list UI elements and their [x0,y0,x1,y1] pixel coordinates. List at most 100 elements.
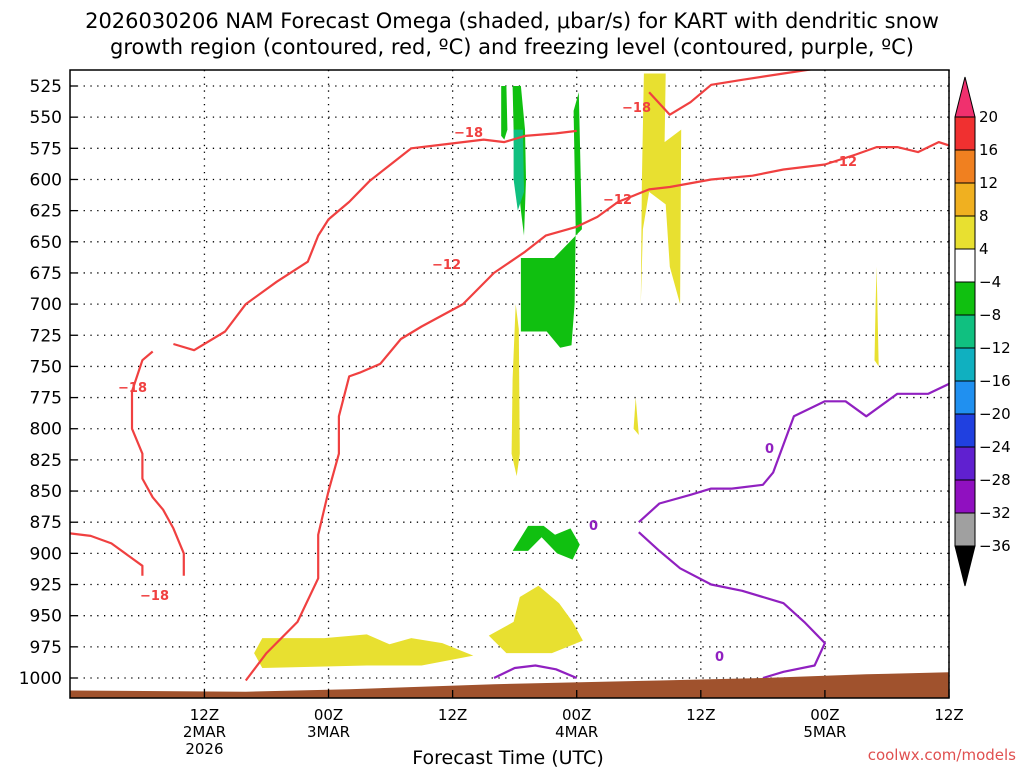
shaded-region-4 [512,525,580,560]
contour-label-minus18-d: −18 [622,101,651,116]
time-tick-label-3-1: 4MAR [555,723,598,741]
time-tick-label-5-0: 00Z [810,706,839,724]
gridlines [70,70,950,698]
time-tick-label-2-0: 12Z [438,706,467,724]
contour-line-1 [130,350,185,576]
shaded-region-2 [513,129,524,211]
time-tick-label-6-0: 12Z [934,706,963,724]
contour-label-zero-c: 0 [715,650,724,665]
colorbar-segment-1 [954,116,976,151]
contour-labels: −18 −18 −18 −18 −12 −12 −12 0 0 0 [118,101,857,665]
contour-label-zero-a: 0 [589,519,598,534]
contour-line-6 [638,531,826,680]
contour-line-8 [990,643,1024,665]
time-tick-label-0-1: 2MAR [183,723,226,741]
time-tick-label-0-0: 12Z [190,706,219,724]
colorbar-segment-8 [954,347,976,382]
pressure-tick-label-825: 825 [30,451,62,471]
shaded-region-8 [488,585,583,654]
x-axis-label: Forecast Time (UTC) [412,747,603,768]
colorbar-label-11: −28 [979,471,1011,489]
pressure-tick-label-1000: 1000 [19,669,62,689]
colorbar-bottom-arrow [954,545,976,587]
colorbar-label-12: −32 [979,504,1011,522]
colorbar-segment-10 [954,413,976,448]
colorbar-label-8: −16 [979,372,1011,390]
contour-line-0 [70,532,144,576]
chart-title-line-1: 2026030206 NAM Forecast Omega (shaded, μ… [85,9,939,33]
shaded-region-0 [501,86,508,140]
colorbar-label-10: −24 [979,438,1011,456]
colorbar-label-5: −4 [979,273,1001,291]
pressure-tick-label-700: 700 [30,295,62,315]
contour-line-4 [244,141,949,682]
pressure-tick-label-900: 900 [30,544,62,564]
pressure-tick-label-800: 800 [30,420,62,440]
contour-line-3 [648,70,815,116]
contour-label-minus12-c: −12 [828,155,857,170]
colorbar-segment-4 [954,215,976,250]
pressure-tick-label-575: 575 [30,139,62,159]
colorbar-segment-12 [954,479,976,514]
pressure-tick-label-925: 925 [30,576,62,596]
contour-label-zero-b: 0 [765,442,774,457]
pressure-tick-label-675: 675 [30,264,62,284]
contour-label-minus18-a: −18 [118,381,147,396]
pressure-tick-label-775: 775 [30,389,62,409]
pressure-tick-label-950: 950 [30,607,62,627]
pressure-tick-label-650: 650 [30,233,62,253]
colorbar-segment-2 [954,149,976,184]
time-tick-label-3-0: 00Z [562,706,591,724]
colorbar-segment-7 [954,314,976,349]
pressure-tick-label-750: 750 [30,357,62,377]
pressure-tick-label-525: 525 [30,77,62,97]
shaded-region-10 [633,397,639,435]
pressure-tick-label-550: 550 [30,108,62,128]
omega-shading [254,73,879,668]
contour-label-minus12-a: −12 [432,258,461,273]
omega-colorbar: 20 16 12 8 4 −4 −8 −12 −16 −20 −24 −28 −32 −36 [954,76,1011,587]
colorbar-label-1: 16 [979,141,998,159]
contour-label-minus12-b: −12 [603,193,632,208]
pressure-tick-label-600: 600 [30,170,62,190]
time-tick-label-4-0: 12Z [686,706,715,724]
colorbar-label-2: 12 [979,174,998,192]
colorbar-segment-6 [954,281,976,316]
pressure-tick-label-725: 725 [30,326,62,346]
plot-area: −18 −18 −18 −18 −12 −12 −12 0 0 0 525 550… [19,69,1024,758]
colorbar-label-6: −8 [979,306,1001,324]
colorbar-segment-5 [954,248,976,283]
chart-title-line-2: growth region (contoured, red, ºC) and f… [110,35,914,59]
colorbar-label-13: −36 [979,537,1011,555]
shaded-region-7 [254,634,474,668]
time-tick-label-1-0: 00Z [314,706,343,724]
pressure-tick-label-975: 975 [30,638,62,658]
shaded-region-3 [520,92,582,348]
credit-link[interactable]: coolwx.com/models [868,746,1016,764]
contour-line-7 [493,664,578,680]
temperature-contours [70,70,1024,682]
colorbar-top-arrow [954,76,976,118]
colorbar-segment-11 [954,446,976,481]
time-tick-label-5-1: 5MAR [803,723,846,741]
contour-line-2 [173,129,577,352]
colorbar-label-0: 20 [979,108,998,126]
colorbar-segment-9 [954,380,976,415]
terrain-ground [70,672,949,698]
colorbar-label-7: −12 [979,339,1011,357]
colorbar-segment-13 [954,512,976,547]
colorbar-label-3: 8 [979,207,989,225]
pressure-tick-label-875: 875 [30,513,62,533]
pressure-axis: 525 550 575 600 625 650 675 700 725 750 775 800 825 8… [19,77,77,689]
time-tick-label-0-2: 2026 [185,740,223,758]
colorbar-segment-3 [954,182,976,217]
contour-label-minus18-b: −18 [140,589,169,604]
pressure-tick-label-850: 850 [30,482,62,502]
contour-label-minus18-c: −18 [454,126,483,141]
contour-line-5 [638,382,949,524]
plot-frame [69,69,950,699]
shaded-region-9 [874,266,879,367]
colorbar-label-9: −20 [979,405,1011,423]
